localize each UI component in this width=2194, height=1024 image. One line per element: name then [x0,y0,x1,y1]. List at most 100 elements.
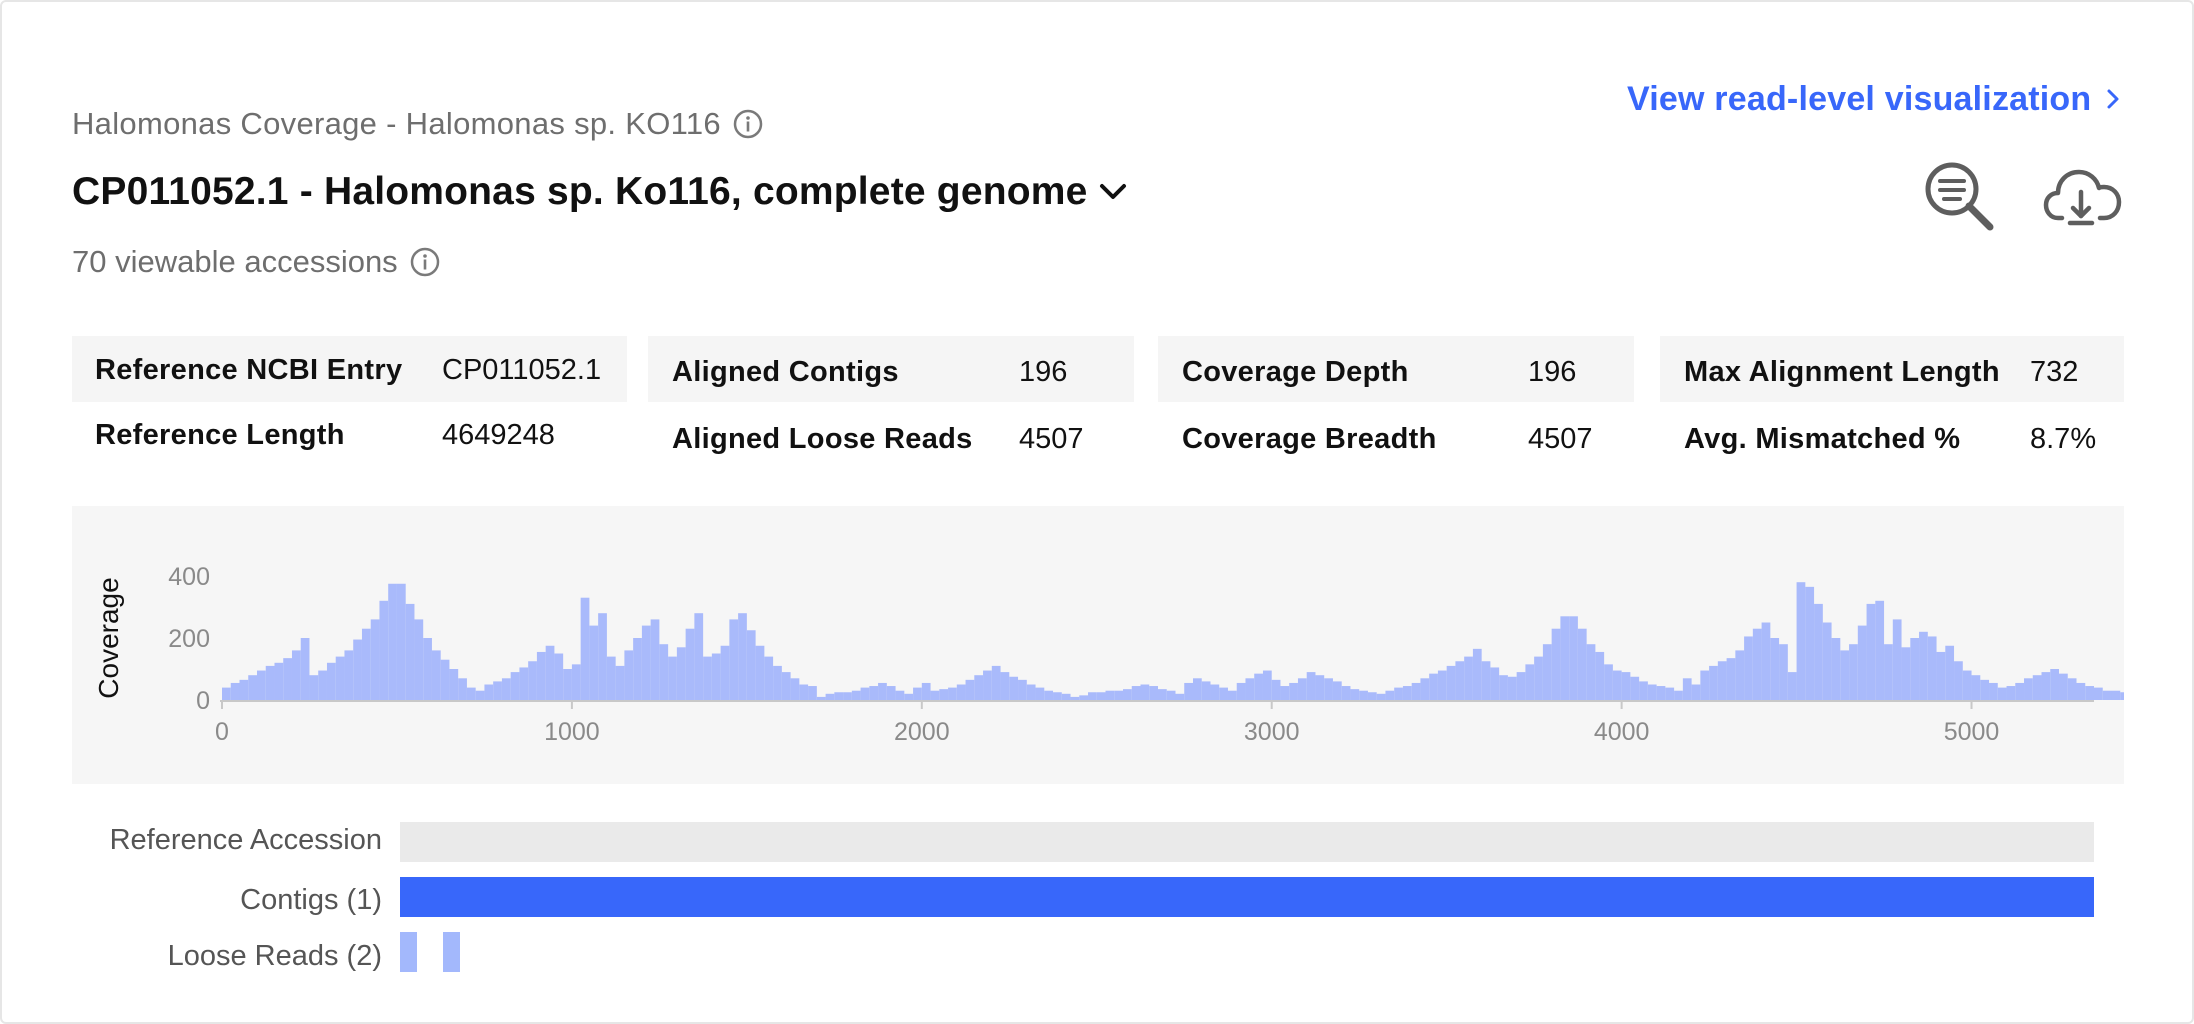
coverage-bar [1472,648,1482,700]
accession-selector[interactable]: CP011052.1 - Halomonas sp. Ko116, comple… [72,170,1130,214]
coverage-bar [2102,690,2112,700]
x-tick-label: 4000 [1594,718,1650,746]
coverage-bar [554,653,564,700]
coverage-bar [1140,684,1150,700]
contig-bar[interactable] [400,877,2094,917]
coverage-bar [335,656,345,700]
y-axis-label: Coverage [93,577,124,698]
coverage-bar [711,653,721,700]
reference-accession-bar[interactable] [400,822,2094,862]
coverage-bar [396,583,406,700]
coverage-bar [1061,693,1071,700]
stat-label-reference-ncbi-entry: Reference NCBI Entry [95,354,403,386]
coverage-bar [764,656,774,700]
coverage-bar [834,692,844,700]
coverage-bar [948,687,957,700]
coverage-bar [1857,625,1867,700]
coverage-bar [1175,693,1185,700]
coverage-bar [799,684,809,700]
coverage-bar [1166,690,1176,700]
x-tick-label: 2000 [894,718,950,746]
coverage-bar [1289,682,1298,700]
coverage-bar [1070,696,1080,700]
coverage-bar [1542,644,1552,700]
coverage-bar [1796,582,1806,700]
coverage-bar [1927,636,1937,700]
coverage-bar [1875,600,1885,700]
coverage-bar [869,686,879,700]
coverage-bar [720,645,730,700]
coverage-bar [641,625,651,700]
coverage-bar [1682,678,1692,700]
stat-value-reference-length: 4649248 [442,419,555,451]
coverage-bar [738,613,747,700]
info-icon[interactable] [410,247,440,277]
coverage-bar [265,665,275,700]
coverage-bar [248,675,257,700]
coverage-bar [773,665,782,700]
coverage-bar [668,656,677,700]
coverage-bar [1621,672,1631,700]
coverage-bar [1770,638,1780,700]
coverage-bar [475,690,485,700]
coverage-bar [1516,672,1526,700]
coverage-bar [379,600,389,700]
coverage-bar [2032,675,2042,700]
cloud-download-icon[interactable] [2042,156,2122,236]
coverage-bar [1367,692,1377,700]
coverage-bar [1604,664,1613,700]
chevron-down-icon[interactable] [1096,174,1130,208]
coverage-bar [1656,686,1666,700]
search-lines-icon[interactable] [1920,156,2000,236]
coverage-bar [1647,684,1657,700]
page-title[interactable]: CP011052.1 - Halomonas sp. Ko116, comple… [72,170,1088,213]
coverage-bar [615,665,625,700]
coverage-bar [1464,656,1473,700]
loose-read-bar[interactable] [443,932,460,972]
coverage-bar [729,619,739,700]
coverage-bar [484,684,494,700]
coverage-bar [1840,650,1850,700]
coverage-bar [256,670,266,700]
coverage-bar [239,679,249,700]
coverage-bar [1499,675,1508,700]
info-icon[interactable] [733,109,763,139]
stat-value-aligned-loose-reads: 4507 [1019,423,1084,455]
coverage-bar [1446,665,1456,700]
stat-label-avg-mismatched: Avg. Mismatched % [1684,423,1961,455]
coverage-bar [1586,644,1596,700]
coverage-bar [1744,636,1753,700]
coverage-bar [1525,664,1535,700]
coverage-bar [1980,679,1990,700]
coverage-bar [1149,686,1158,700]
coverage-bar [624,650,634,700]
coverage-bar [274,662,284,700]
coverage-bar [755,645,765,700]
coverage-bar [283,658,292,700]
coverage-bar [1577,628,1587,700]
coverage-bar [956,684,966,700]
coverage-bar [878,682,887,700]
track-label-loose-reads: Loose Reads (2) [167,940,382,972]
coverage-bar [2085,686,2094,700]
view-read-level-link[interactable]: View read-level visualization [1627,80,2125,119]
coverage-bar [1009,676,1019,700]
coverage-bar [1271,679,1281,700]
coverage-bar [1262,670,1272,700]
chevron-right-icon[interactable] [2101,87,2125,111]
coverage-bar [1481,661,1491,700]
coverage-bar [1910,638,1920,700]
loose-read-bar[interactable] [400,932,417,972]
coverage-bar [913,687,922,700]
coverage-bar [1359,690,1368,700]
coverage-bar [1901,647,1911,700]
coverage-bar [388,583,397,700]
coverage-bar [1674,690,1683,700]
coverage-bar [1849,644,1858,700]
coverage-bar [458,678,467,700]
view-link-label[interactable]: View read-level visualization [1627,80,2092,118]
coverage-bar [1962,670,1972,700]
coverage-bar [939,689,949,700]
coverage-bar [659,644,669,700]
